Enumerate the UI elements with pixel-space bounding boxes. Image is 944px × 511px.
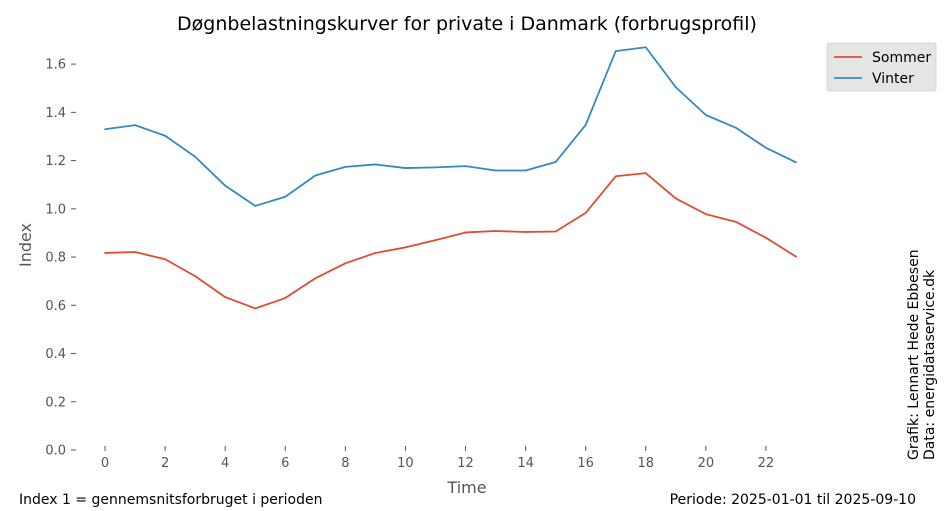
data-point-sommer	[314, 277, 317, 280]
data-point-sommer	[134, 251, 136, 253]
data-point-sommer	[104, 252, 106, 254]
y-tick-label: 0.8	[45, 251, 66, 266]
footnote-index: Index 1 = gennemsnitsforbruget i periode…	[19, 492, 323, 508]
data-point-vinter	[554, 161, 557, 163]
x-tick-label: 22	[758, 456, 775, 471]
x-tick-label: 10	[397, 456, 414, 471]
x-tick-label: 18	[637, 456, 654, 471]
data-point-sommer	[374, 252, 377, 254]
data-point-sommer	[674, 197, 677, 200]
series-line-vinter	[104, 46, 797, 207]
chart-title: Døgnbelastningskurver for private i Danm…	[177, 13, 757, 35]
y-axis: 0.0 0.2 0.4 0.6 0.8 1.0 1.2 1.4 1.6	[45, 58, 76, 459]
data-point-sommer	[434, 239, 437, 242]
data-point-vinter	[284, 195, 287, 198]
y-tick-label: 0.2	[45, 395, 66, 410]
data-point-sommer	[704, 213, 707, 216]
series-line-sommer	[105, 172, 797, 310]
data-point-sommer	[344, 262, 347, 265]
data-point-vinter	[674, 86, 677, 89]
data-point-vinter	[224, 184, 227, 187]
legend: Sommer Vinter	[826, 42, 937, 92]
data-point-sommer	[734, 220, 737, 223]
x-tick-label: 6	[281, 456, 289, 471]
data-point-vinter	[164, 134, 167, 137]
data-point-vinter	[524, 169, 527, 172]
data-point-sommer	[254, 307, 257, 310]
data-point-vinter	[104, 128, 106, 131]
y-tick-label: 0.6	[45, 299, 66, 314]
data-point-sommer	[404, 246, 407, 249]
credit-author: Grafik: Lennart Hede Ebbesen	[906, 249, 922, 460]
data-point-vinter	[644, 46, 647, 49]
data-point-vinter	[374, 163, 377, 166]
data-point-vinter	[344, 165, 347, 168]
y-tick-label: 1.4	[45, 106, 66, 121]
credit-data-source: Data: energidataservice.dk	[922, 269, 938, 460]
data-point-vinter	[434, 166, 437, 169]
data-point-sommer	[765, 236, 767, 239]
y-tick-label: 1.2	[45, 154, 66, 169]
data-point-vinter	[464, 165, 467, 168]
data-point-sommer	[194, 275, 197, 278]
x-tick-label: 4	[221, 456, 229, 471]
x-tick-label: 0	[101, 456, 109, 471]
y-tick-label: 1.6	[45, 58, 66, 73]
x-tick-label: 20	[698, 456, 715, 471]
data-point-vinter	[704, 114, 707, 116]
legend-label-vinter: Vinter	[872, 71, 914, 87]
data-point-vinter	[734, 126, 737, 129]
data-point-sommer	[584, 212, 587, 214]
footnote-period: Periode: 2025-01-01 til 2025-09-10	[670, 492, 916, 508]
data-point-vinter	[795, 161, 797, 164]
data-point-sommer	[644, 172, 647, 175]
data-point-vinter	[194, 155, 197, 158]
data-point-vinter	[494, 169, 497, 172]
y-tick-label: 0.0	[45, 444, 66, 459]
data-point-sommer	[524, 231, 527, 233]
data-point-vinter	[584, 123, 587, 126]
x-tick-label: 16	[577, 456, 594, 471]
credit-block: Grafik: Lennart Hede Ebbesen Data: energ…	[906, 249, 938, 460]
x-tick-label: 8	[341, 456, 349, 471]
data-point-vinter	[404, 167, 407, 169]
x-tick-label: 12	[457, 456, 474, 471]
x-tick-label: 14	[517, 456, 534, 471]
y-tick-label: 0.4	[45, 347, 66, 362]
data-point-vinter	[134, 124, 136, 127]
x-axis: 0 2 4 6 8 10 12 14 16 18 20 22	[101, 446, 774, 471]
data-point-vinter	[614, 50, 617, 52]
series-layer	[104, 46, 797, 310]
data-point-sommer	[464, 231, 467, 234]
data-point-sommer	[494, 230, 497, 232]
data-point-vinter	[254, 205, 257, 207]
data-point-sommer	[164, 258, 167, 261]
data-point-sommer	[224, 296, 227, 298]
data-point-sommer	[284, 297, 287, 299]
data-point-vinter	[765, 146, 767, 149]
y-tick-label: 1.0	[45, 202, 66, 217]
legend-box	[826, 42, 937, 92]
data-point-sommer	[614, 175, 617, 178]
data-point-sommer	[795, 255, 797, 258]
x-tick-label: 2	[161, 456, 169, 471]
data-point-vinter	[314, 174, 317, 177]
data-point-sommer	[554, 230, 557, 233]
y-axis-label: Index	[16, 223, 35, 267]
legend-label-sommer: Sommer	[872, 50, 931, 66]
x-axis-label: Time	[446, 478, 486, 497]
